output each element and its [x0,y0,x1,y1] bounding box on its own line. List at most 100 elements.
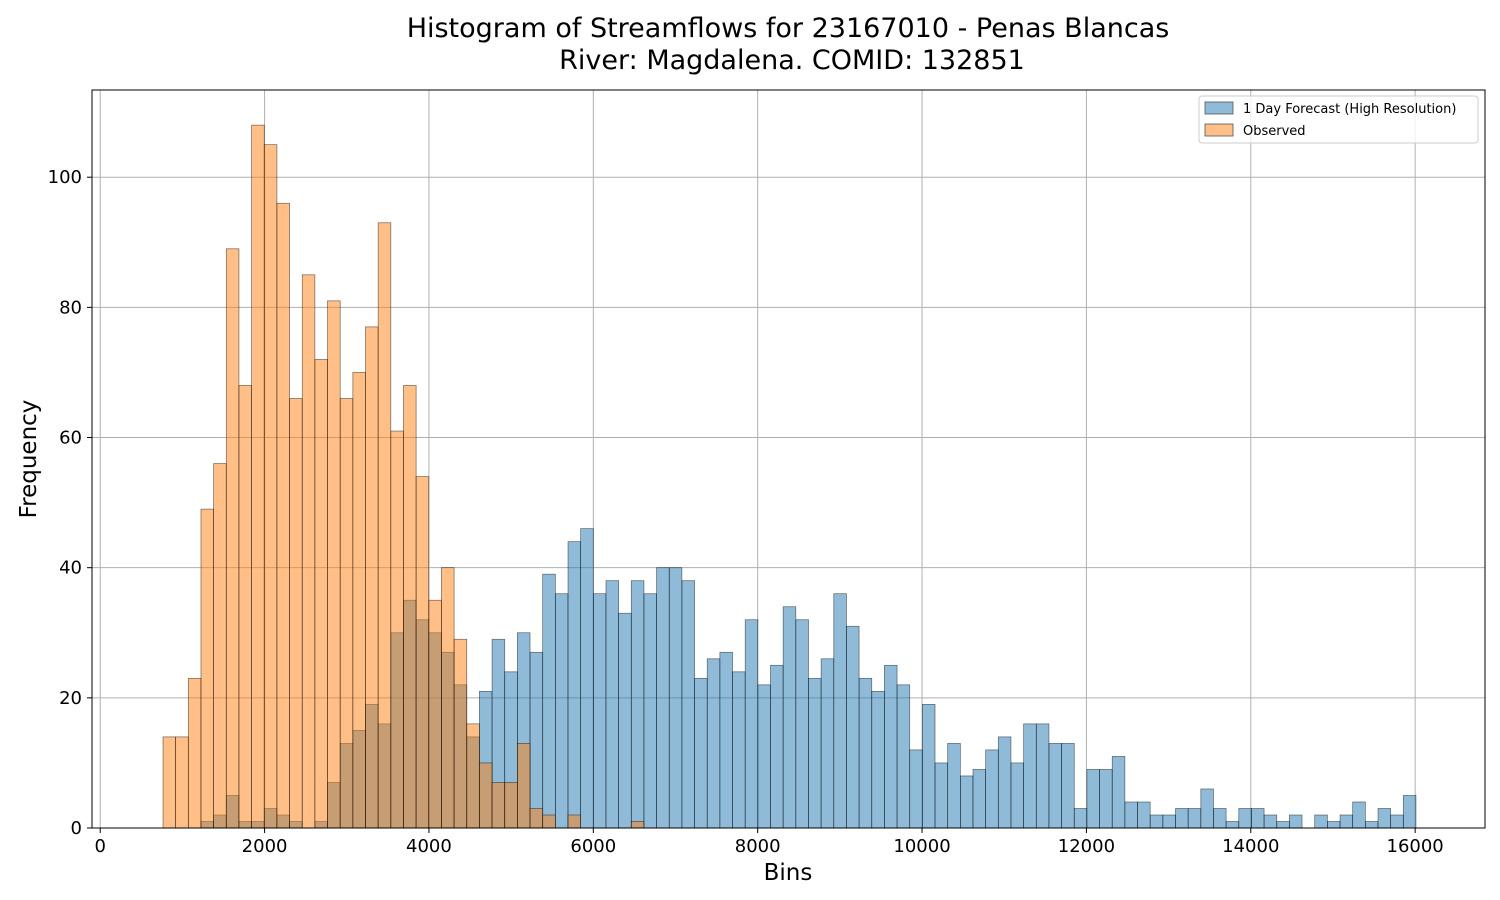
histogram-bar [238,385,252,829]
histogram-bar [1187,808,1202,829]
histogram-bar [1162,814,1176,829]
histogram-bar [896,684,911,829]
histogram-bar [1390,814,1404,829]
histogram-bar [1099,769,1113,829]
histogram-bar [833,593,847,829]
histogram-bar [529,651,544,829]
x-tick-label: 12000 [1058,836,1115,857]
histogram-bar [390,430,404,829]
histogram-bar [1200,788,1214,829]
histogram-bar [567,541,582,829]
histogram-bar [289,398,303,829]
x-tick-label: 16000 [1387,836,1444,857]
histogram-bar [808,677,822,829]
histogram-bar [1238,808,1252,829]
histogram-bar [517,743,531,829]
histogram-bar [314,359,328,829]
histogram-bar [1048,743,1062,829]
histogram-bar [782,606,797,829]
histogram-bar [846,625,860,829]
x-tick-label: 6000 [570,836,616,857]
histogram-bar [922,703,936,829]
x-axis-label: Bins [764,860,813,886]
histogram-bar [377,222,392,829]
histogram-bar [1352,801,1366,829]
histogram-bar [175,736,189,829]
y-tick-label: 40 [59,558,82,579]
histogram-bar [542,573,556,829]
chart-title: Histogram of Streamflows for 23167010 - … [407,13,1170,44]
x-tick-label: 4000 [406,836,452,857]
y-axis-label: Frequency [16,400,42,519]
histogram-bar [706,658,721,829]
histogram-bar [453,638,468,829]
histogram-bar [466,723,480,829]
histogram-bar [618,612,632,829]
histogram-bar [947,743,961,829]
x-tick-label: 14000 [1222,836,1279,857]
y-tick-label: 80 [59,297,82,318]
histogram-bar [1225,821,1240,829]
histogram-bar [365,326,379,829]
histogram-bar [820,658,835,829]
histogram-bar [580,528,594,829]
histogram-bar [744,619,759,829]
histogram-bar [732,671,746,829]
histogram-bar [1314,814,1328,829]
legend-swatch-observed [1204,123,1234,137]
histogram-bar [441,567,455,829]
histogram-bar [301,274,316,829]
histogram-bar [1023,723,1037,829]
histogram-bar [884,664,898,829]
series-observed [162,124,645,829]
histogram-bar [200,508,214,829]
histogram-bar [1086,769,1100,829]
histogram-bar [1377,808,1392,829]
histogram-bar [643,593,657,829]
histogram-bar [1010,762,1024,829]
histogram-bar [972,769,987,829]
histogram-bar [997,736,1012,829]
legend-swatch-forecast [1204,101,1234,115]
histogram-bar [630,821,645,829]
histogram-bar [504,782,518,829]
histogram-bar [1035,723,1050,829]
x-tick-label: 8000 [735,836,781,857]
y-tick-label: 20 [59,688,82,709]
histogram-bar [1251,808,1265,829]
legend-box [1198,95,1479,144]
histogram-bar [592,593,607,829]
histogram-bar [909,749,923,829]
legend-label-observed: Observed [1243,124,1306,139]
histogram-bar [491,782,506,829]
histogram-bar [1402,795,1417,829]
legend-label-forecast: 1 Day Forecast (High Resolution) [1243,102,1456,117]
histogram-bar [542,814,556,829]
histogram-bar [187,677,202,829]
histogram-bar [1111,756,1126,829]
histogram-bar [1213,808,1227,829]
histogram-bar [719,651,733,829]
histogram-bar [858,677,873,829]
histogram-bar [630,580,645,829]
legend: 1 Day Forecast (High Resolution) Observe… [1198,95,1479,144]
histogram-bar [1137,801,1151,829]
histogram-bar [770,664,784,829]
histogram-bar [959,775,974,829]
histogram-bar [1124,801,1138,829]
histogram-bar [681,580,695,829]
histogram-bar [934,762,949,829]
histogram-bar [757,684,771,829]
histogram-bar [1364,821,1379,829]
histogram-bar [263,144,278,829]
histogram-bar [871,690,885,829]
histogram-bar [1327,821,1341,829]
histogram-bar [795,619,809,829]
histogram-bar [1149,814,1164,829]
histogram-bar [1263,814,1278,829]
histogram-bar [162,736,177,829]
x-tick-label: 0 [94,836,105,857]
histogram-bar [339,398,354,829]
histogram-bar [567,814,582,829]
